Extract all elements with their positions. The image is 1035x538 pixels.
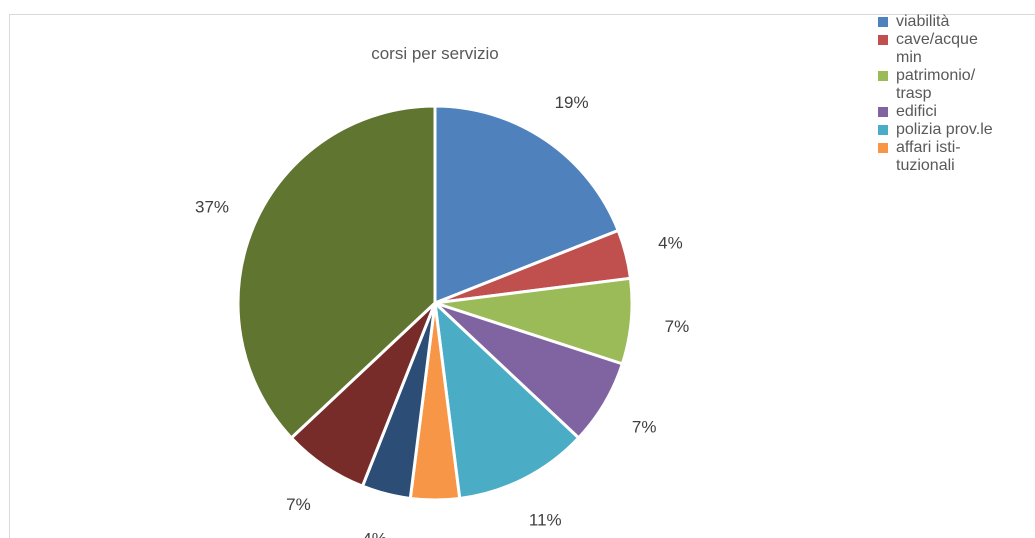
data-label-2: 4% [658, 234, 683, 253]
pie-labels: 19%4%7%7%11%4%4%7%37% [195, 93, 689, 538]
legend-label: tuzionali [896, 157, 955, 174]
chart-frame-top [9, 14, 1035, 15]
pie-slices [236, 104, 634, 502]
pie-slice-5 [433, 301, 581, 500]
legend-swatch [878, 35, 888, 45]
pie-slice-9 [236, 104, 437, 440]
legend-label: edifici [896, 103, 937, 120]
data-label-5: 11% [529, 511, 562, 530]
legend-label: cave/acque [896, 31, 978, 48]
legend-item-5: polizia prov.le [878, 121, 1033, 139]
legend-label: min [896, 49, 922, 66]
legend-swatch [878, 71, 888, 81]
legend-swatch [878, 17, 888, 27]
legend-label: polizia prov.le [896, 121, 993, 138]
data-label-7: 4% [362, 529, 387, 538]
legend-label: trasp [896, 85, 932, 102]
legend-item-2: cave/acque min [878, 31, 1033, 67]
legend: viabilità cave/acque min patrimonio/trasp ed… [878, 13, 1033, 175]
legend-item-1: viabilità [878, 13, 1033, 31]
pie-slice-1 [433, 104, 620, 305]
data-label-9: 37% [195, 198, 229, 217]
legend-label: affari isti- [896, 139, 961, 156]
legend-label: patrimonio/ [896, 67, 976, 84]
legend-swatch [878, 143, 888, 153]
legend-item-4: edifici [878, 103, 1033, 121]
legend-item-6: affari isti-tuzionali [878, 139, 1033, 175]
data-label-4: 7% [632, 418, 657, 437]
data-label-8: 7% [286, 495, 311, 514]
legend-swatch [878, 107, 888, 117]
chart-frame-left [9, 14, 10, 538]
legend-item-3: patrimonio/trasp [878, 67, 1033, 103]
legend-label: viabilità [896, 13, 950, 30]
chart-title: corsi per servizio [371, 44, 499, 63]
legend-swatch [878, 125, 888, 135]
data-label-3: 7% [665, 317, 690, 336]
data-label-1: 19% [555, 93, 589, 112]
